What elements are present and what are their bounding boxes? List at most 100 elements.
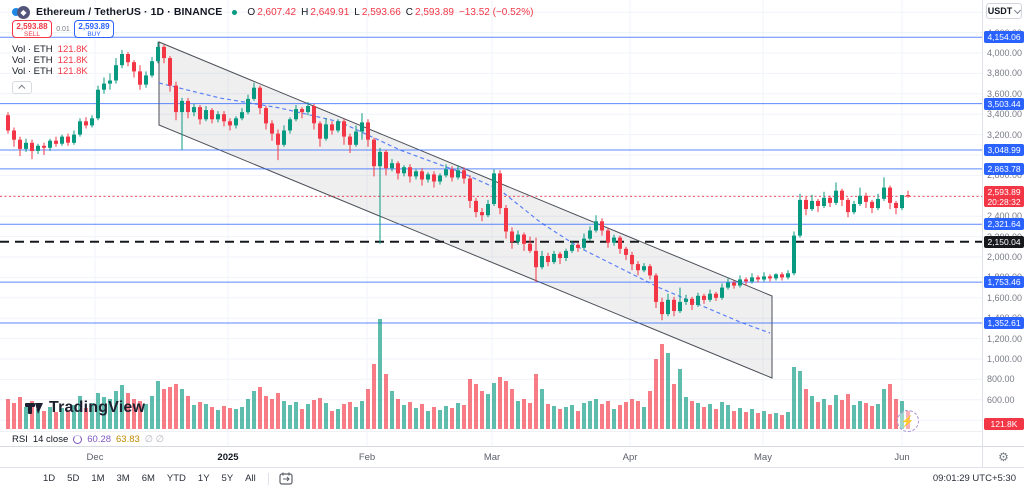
trade-widget: 2,593.88 SELL 0.01 2,593.89 BUY bbox=[12, 20, 114, 38]
rsi-empty-values: ∅ ∅ bbox=[144, 434, 164, 445]
tradingview-watermark: TradingView bbox=[24, 398, 145, 418]
rsi-value: 60.28 bbox=[87, 434, 112, 445]
range-button-1y[interactable]: 1Y bbox=[197, 473, 210, 484]
sell-price: 2,593.88 bbox=[16, 22, 48, 31]
volume-legend-value: 121.8K bbox=[57, 55, 88, 66]
timezone-clock[interactable]: 09:01:29 UTC+5:30 bbox=[932, 473, 1016, 484]
chevron-up-icon bbox=[17, 84, 25, 92]
rsi-legend[interactable]: RSI 14 close 60.28 63.83 ∅ ∅ bbox=[12, 433, 164, 446]
volume-value-label: 121.8K bbox=[984, 418, 1024, 430]
price-tick: 600.00 bbox=[987, 395, 1015, 405]
symbol-header: ◆ Ethereum / TetherUS · 1D · BINANCE O 2,… bbox=[12, 4, 533, 20]
ohlc-readout: O 2,607.42 H 2,649.91 L 2,593.66 C 2,593.89 … bbox=[247, 7, 533, 18]
spread-value: 0.01 bbox=[56, 25, 70, 33]
pane-divider[interactable] bbox=[0, 431, 982, 432]
low-value: 2,593.66 bbox=[361, 6, 401, 18]
time-axis-label: May bbox=[754, 452, 772, 463]
price-tick: 2,800.00 bbox=[987, 170, 1023, 180]
price-level-label[interactable]: 2,863.78 bbox=[984, 163, 1024, 175]
price-tick: 3,800.00 bbox=[987, 68, 1023, 78]
legend-collapse-button[interactable] bbox=[12, 81, 32, 94]
go-to-date-icon[interactable] bbox=[279, 472, 293, 485]
last-price-label[interactable]: 2,593.89 20:28:32 bbox=[984, 186, 1024, 207]
price-tick: 800.00 bbox=[987, 374, 1015, 384]
price-axis[interactable]: USDT 4,200.004,000.003,800.003,600.003,4… bbox=[982, 0, 1024, 446]
rsi-params: 14 close bbox=[32, 434, 69, 445]
rsi-loading-icon bbox=[73, 435, 83, 444]
close-label: C bbox=[405, 6, 414, 18]
chevron-down-icon bbox=[1014, 6, 1022, 14]
buy-label: BUY bbox=[87, 31, 101, 38]
price-level-lines[interactable] bbox=[0, 36, 982, 324]
volume-series bbox=[6, 319, 910, 429]
range-button-all[interactable]: All bbox=[245, 473, 256, 484]
close-value: 2,593.89 bbox=[415, 6, 454, 18]
time-axis-label: Jun bbox=[894, 452, 910, 463]
volume-legend-value: 121.8K bbox=[57, 44, 88, 55]
time-axis-label: Feb bbox=[358, 452, 376, 463]
price-level-label[interactable]: 2,150.04 bbox=[984, 236, 1024, 248]
price-tick: 3,200.00 bbox=[987, 130, 1023, 140]
candlestick-series bbox=[6, 41, 910, 321]
open-value: 2,607.42 bbox=[257, 6, 297, 18]
price-tick: 2,000.00 bbox=[987, 252, 1023, 262]
tradingview-logo-icon bbox=[25, 403, 43, 414]
time-axis-label: Dec bbox=[86, 452, 104, 463]
price-tick: 1,200.00 bbox=[987, 334, 1023, 344]
date-range-switcher: 1D 5D 1M 3M 6M YTD 1Y 5Y All bbox=[43, 473, 256, 484]
price-level-label[interactable]: 3,048.99 bbox=[984, 144, 1024, 156]
range-button-3m[interactable]: 3M bbox=[116, 473, 130, 484]
price-tick: 3,600.00 bbox=[987, 89, 1023, 99]
ethereum-logo-icon: ◆ bbox=[17, 6, 30, 19]
price-level-label[interactable]: 2,321.64 bbox=[984, 218, 1024, 230]
currency-label: USDT bbox=[987, 6, 1013, 16]
symbol-logo: ◆ bbox=[12, 5, 30, 19]
price-tick: 4,000.00 bbox=[987, 48, 1023, 58]
volume-legend-row[interactable]: Vol · ETH 121.8K bbox=[12, 55, 88, 66]
price-level-label[interactable]: 1,753.46 bbox=[984, 276, 1024, 288]
volume-legend-row[interactable]: Vol · ETH 121.8K bbox=[12, 66, 88, 77]
market-open-dot-icon bbox=[232, 9, 238, 15]
volume-legend-row[interactable]: Vol · ETH 121.8K bbox=[12, 44, 88, 55]
exchange-logo-icon bbox=[12, 8, 20, 16]
lightning-glyph: ⚡ bbox=[901, 415, 915, 428]
range-button-5d[interactable]: 5D bbox=[67, 473, 80, 484]
volume-legend-name: Vol · ETH bbox=[12, 55, 53, 66]
volume-legend-name: Vol · ETH bbox=[12, 44, 53, 55]
time-axis-label: 2025 bbox=[217, 452, 239, 463]
price-level-label[interactable]: 1,352.61 bbox=[984, 317, 1024, 329]
descending-channel[interactable] bbox=[158, 41, 773, 379]
low-label: L bbox=[354, 6, 360, 18]
price-level-label[interactable]: 3,503.44 bbox=[984, 98, 1024, 110]
price-tick: 2,400.00 bbox=[987, 211, 1023, 221]
range-button-ytd[interactable]: YTD bbox=[166, 473, 186, 484]
currency-dropdown[interactable]: USDT bbox=[986, 3, 1022, 19]
range-button-1d[interactable]: 1D bbox=[43, 473, 56, 484]
gear-icon[interactable]: ⚙ bbox=[998, 450, 1009, 464]
high-label: H bbox=[301, 6, 309, 18]
time-axis-label: Mar bbox=[483, 452, 501, 463]
range-button-6m[interactable]: 6M bbox=[141, 473, 155, 484]
open-label: O bbox=[247, 6, 256, 18]
sell-button[interactable]: 2,593.88 SELL bbox=[12, 20, 52, 38]
price-level-label[interactable]: 4,154.06 bbox=[984, 31, 1024, 43]
rsi-ma-value: 63.83 bbox=[116, 434, 140, 445]
range-button-5y[interactable]: 5Y bbox=[221, 473, 234, 484]
axis-settings-corner: ⚙ bbox=[982, 446, 1024, 467]
volume-legends: Vol · ETH 121.8K Vol · ETH 121.8K Vol · ETH 1… bbox=[12, 44, 88, 77]
price-tick: 3,400.00 bbox=[987, 109, 1023, 119]
sell-label: SELL bbox=[24, 31, 40, 38]
volume-legend-name: Vol · ETH bbox=[12, 66, 53, 77]
price-tick: 1,600.00 bbox=[987, 293, 1023, 303]
watermark-text: TradingView bbox=[49, 399, 146, 416]
time-axis[interactable]: Dec 2025 Feb Mar Apr May Jun bbox=[0, 446, 982, 467]
buy-button[interactable]: 2,593.89 BUY bbox=[74, 20, 114, 38]
symbol-title[interactable]: Ethereum / TetherUS · 1D · BINANCE bbox=[36, 6, 223, 18]
range-button-1m[interactable]: 1M bbox=[91, 473, 105, 484]
toolbar-divider bbox=[267, 472, 269, 485]
rsi-name: RSI bbox=[12, 434, 28, 445]
time-axis-label: Apr bbox=[622, 452, 638, 463]
price-chart-canvas[interactable] bbox=[0, 0, 982, 446]
change-value: −13.52 (−0.52%) bbox=[458, 6, 534, 18]
